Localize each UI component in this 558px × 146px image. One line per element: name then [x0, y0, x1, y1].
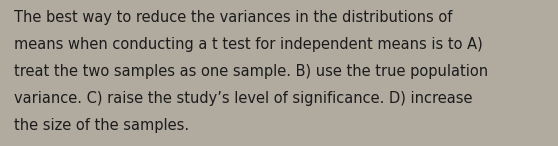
Text: The best way to reduce the variances in the distributions of: The best way to reduce the variances in … — [14, 10, 453, 25]
Text: means when conducting a t test for independent means is to A): means when conducting a t test for indep… — [14, 37, 483, 52]
Text: variance. C) raise the study’s level of significance. D) increase: variance. C) raise the study’s level of … — [14, 91, 473, 106]
Text: treat the two samples as one sample. B) use the true population: treat the two samples as one sample. B) … — [14, 64, 488, 79]
Text: the size of the samples.: the size of the samples. — [14, 118, 189, 133]
